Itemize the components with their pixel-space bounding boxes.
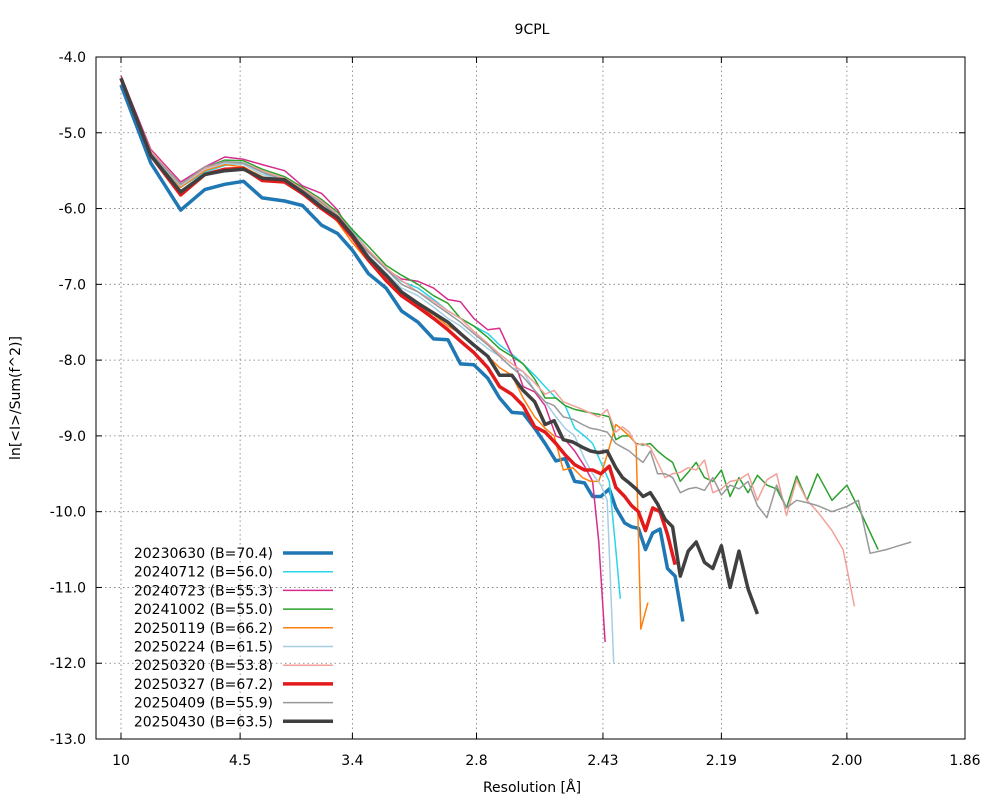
x-tick-labels: 10 4.5 3.4 2.8 2.43 2.19 2.00 1.86 [112, 753, 981, 769]
legend: 20230630 (B=70.4) 20240712 (B=56.0) 202407… [134, 546, 333, 730]
legend-label: 20250224 (B=61.5) [134, 640, 273, 656]
legend-label: 20250409 (B=55.9) [134, 696, 273, 712]
y-tick-label: -11.0 [50, 580, 86, 596]
y-tick-label: -13.0 [50, 732, 86, 748]
series-line-8 [119, 77, 677, 566]
x-tick-label: 10 [112, 753, 130, 769]
legend-label: 20230630 (B=70.4) [134, 546, 273, 562]
y-tick-label: -9.0 [59, 429, 86, 445]
y-tick-label: -4.0 [59, 50, 86, 66]
legend-label: 20250430 (B=63.5) [134, 714, 273, 730]
legend-label: 20240712 (B=56.0) [134, 565, 273, 581]
y-tick-label: -8.0 [59, 353, 86, 369]
y-tick-label: -6.0 [59, 202, 86, 218]
plot-frame [95, 56, 966, 740]
y-tick-label: -7.0 [59, 277, 86, 293]
series-line-2 [120, 79, 622, 599]
y-tick-labels: -4.0 -5.0 -6.0 -7.0 -8.0 -9.0 -10.0 -11.0 -12.0 -… [50, 50, 86, 748]
axis-ticks [96, 56, 966, 740]
legend-label: 20250119 (B=66.2) [134, 621, 273, 637]
legend-label: 20241002 (B=55.0) [134, 602, 273, 618]
x-tick-label: 2.00 [831, 753, 862, 769]
series-line-9 [120, 79, 912, 555]
legend-label: 20250320 (B=53.8) [134, 658, 273, 674]
x-tick-label: 1.86 [949, 753, 980, 769]
legend-item: 20241002 (B=55.0) [134, 602, 333, 618]
legend-item: 20230630 (B=70.4) [134, 546, 333, 562]
y-tick-label: -10.0 [50, 505, 86, 521]
x-axis-label: Resolution [Å] [483, 779, 581, 796]
series-line-1 [119, 84, 685, 622]
legend-item: 20250409 (B=55.9) [134, 696, 333, 712]
legend-item: 20250224 (B=61.5) [134, 640, 333, 656]
legend-item: 20240723 (B=55.3) [134, 583, 333, 599]
chart-title: 9CPL [515, 22, 550, 38]
legend-item: 20250430 (B=63.5) [134, 714, 333, 730]
x-tick-label: 2.19 [706, 753, 737, 769]
legend-item: 20250320 (B=53.8) [134, 658, 333, 674]
y-axis-label: ln[<I>/Sum(f^2)] [8, 336, 24, 460]
x-tick-label: 3.4 [341, 753, 363, 769]
x-tick-label: 2.43 [587, 753, 618, 769]
legend-item: 20250119 (B=66.2) [134, 621, 333, 637]
series-line-6 [120, 79, 615, 664]
legend-item: 20240712 (B=56.0) [134, 565, 333, 581]
legend-label: 20240723 (B=55.3) [134, 583, 273, 599]
legend-item: 20250327 (B=67.2) [134, 677, 333, 693]
series-line-4 [120, 79, 879, 550]
x-tick-label: 4.5 [229, 753, 251, 769]
series-line-7 [120, 77, 856, 607]
series-line-10 [119, 77, 760, 615]
legend-label: 20250327 (B=67.2) [134, 677, 273, 693]
x-tick-label: 2.8 [465, 753, 487, 769]
y-tick-label: -12.0 [50, 656, 86, 672]
y-tick-label: -5.0 [59, 126, 86, 142]
series-lines [119, 75, 912, 664]
